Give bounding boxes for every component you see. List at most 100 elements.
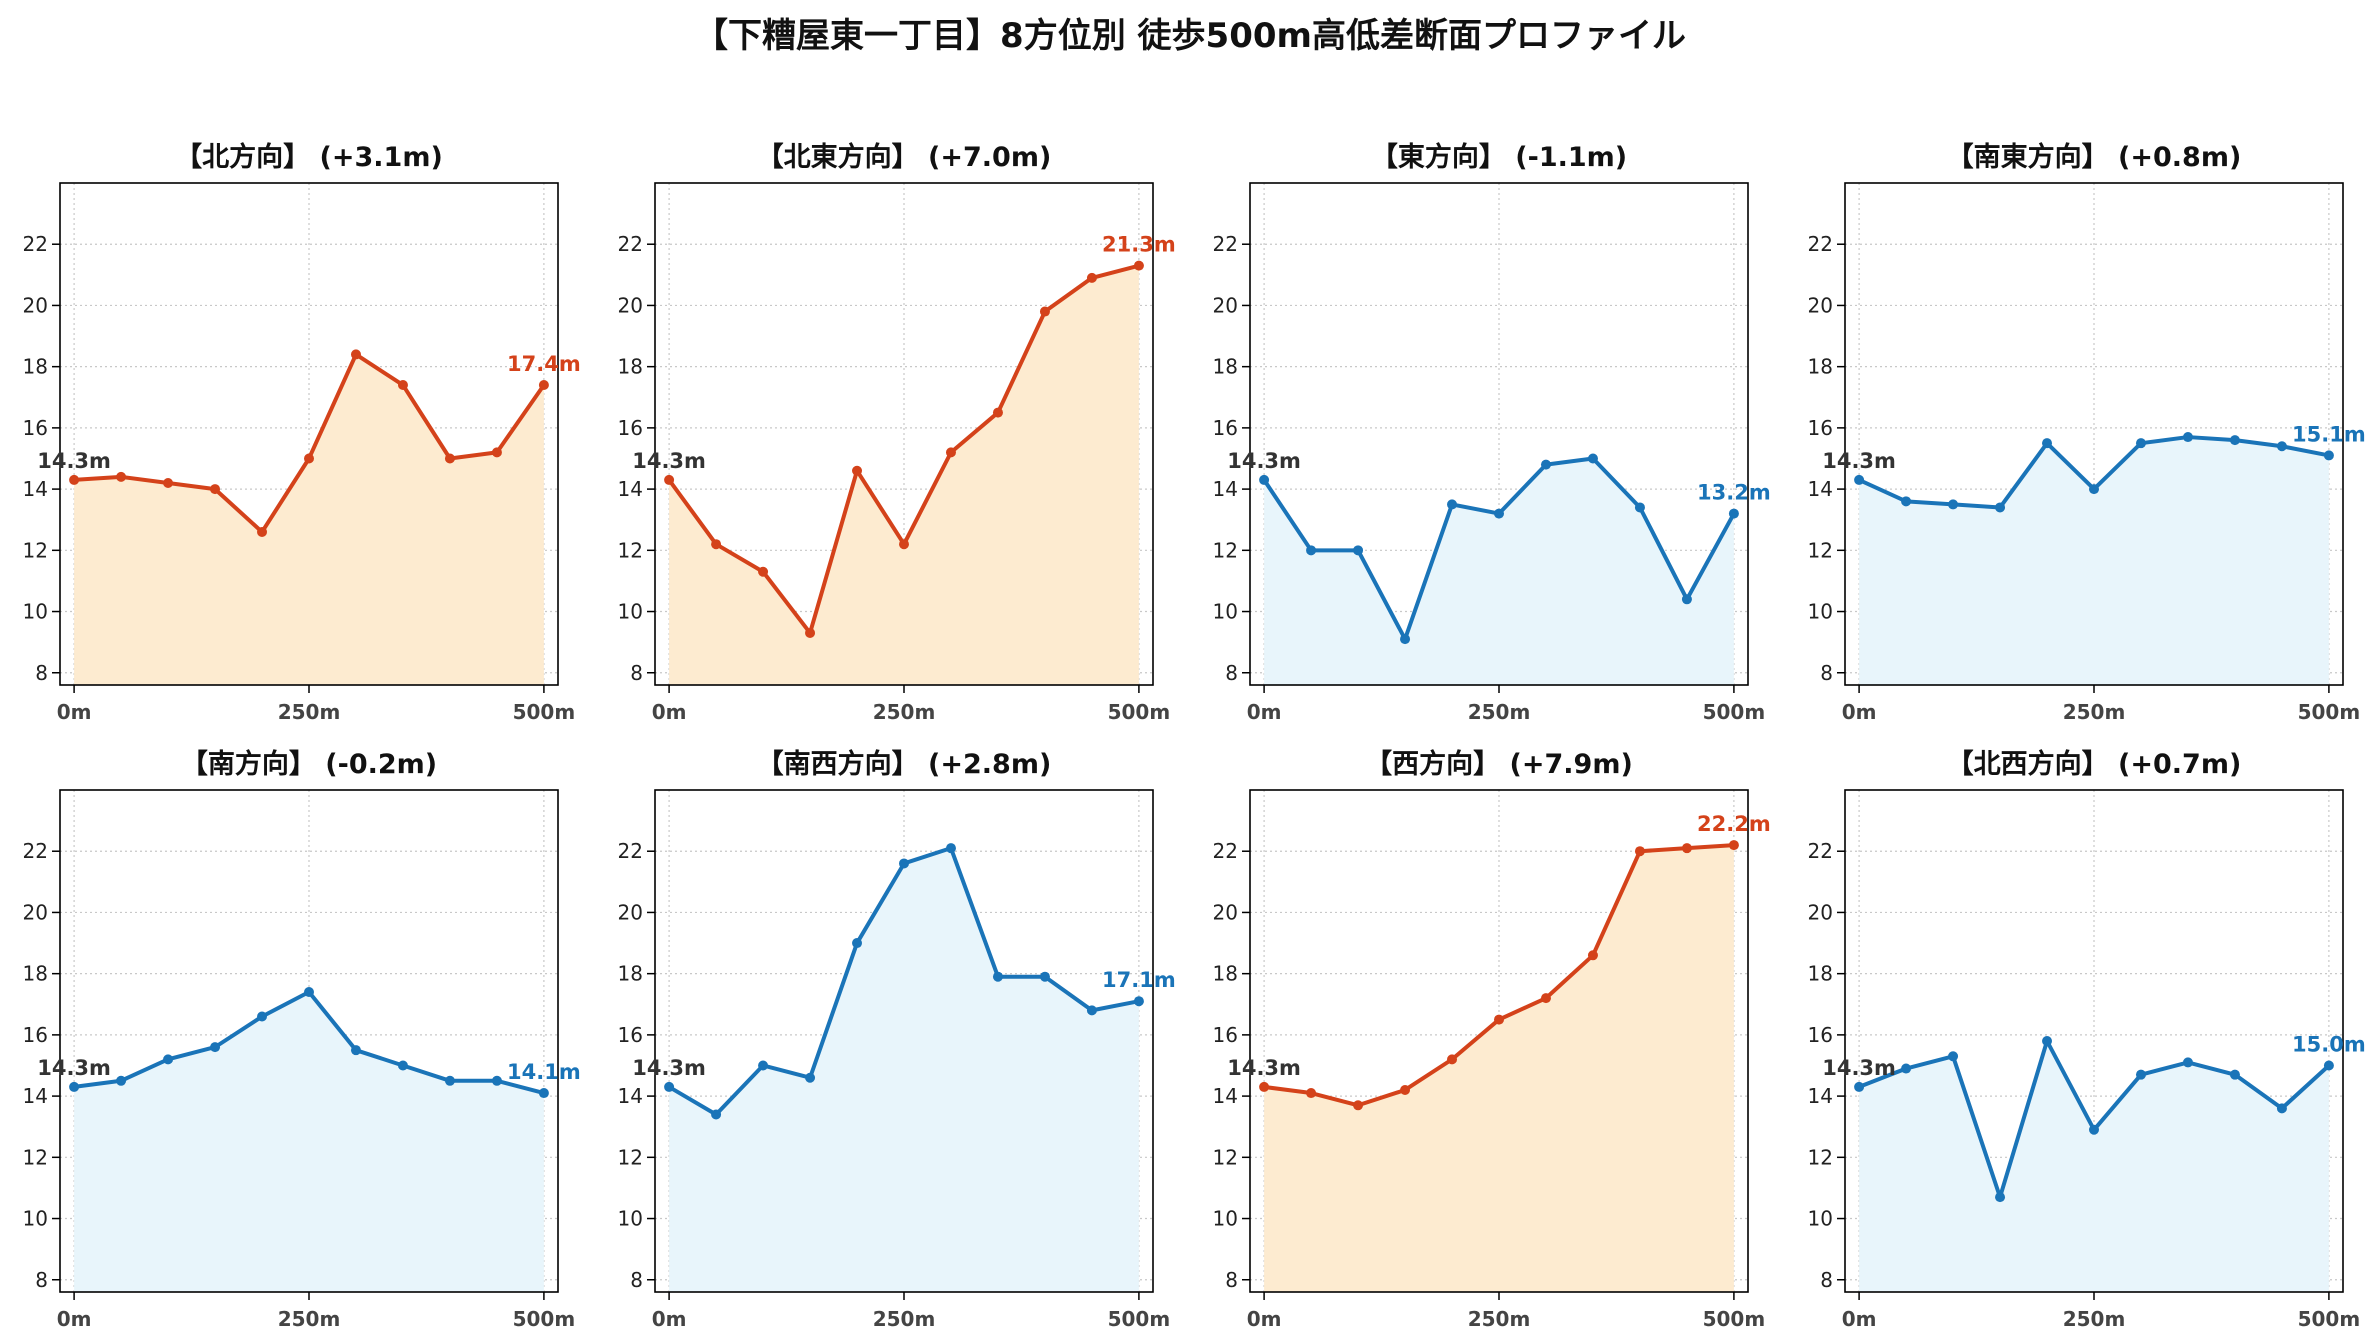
- y-tick-label: 14: [1808, 477, 1833, 501]
- data-point: [1133, 996, 1144, 1007]
- y-tick-label: 10: [23, 1207, 48, 1231]
- data-point: [992, 971, 1003, 982]
- x-tick-label: 500m: [1108, 700, 1171, 724]
- x-tick-label: 0m: [57, 700, 92, 724]
- end-elevation-label: 17.4m: [507, 352, 581, 376]
- y-tick-label: 14: [1213, 1084, 1238, 1108]
- data-point: [1039, 306, 1050, 317]
- y-tick-label: 16: [1213, 1023, 1238, 1047]
- y-tick-label: 10: [1808, 1207, 1833, 1231]
- y-tick-label: 8: [1820, 661, 1833, 685]
- data-point: [1634, 502, 1645, 513]
- data-point: [2276, 1103, 2287, 1114]
- elevation-area: [74, 992, 544, 1292]
- start-elevation-label: 14.3m: [37, 449, 111, 473]
- y-tick-label: 16: [23, 416, 48, 440]
- data-point: [2323, 1060, 2334, 1071]
- elevation-area: [74, 354, 544, 685]
- end-elevation-label: 22.2m: [1697, 812, 1771, 836]
- data-point: [69, 474, 80, 485]
- y-tick-label: 14: [1213, 477, 1238, 501]
- y-tick-label: 22: [618, 839, 643, 863]
- data-point: [1728, 840, 1739, 851]
- y-tick-label: 10: [1213, 600, 1238, 624]
- y-tick-label: 22: [1213, 839, 1238, 863]
- x-tick-label: 0m: [652, 700, 687, 724]
- data-point: [163, 1054, 174, 1065]
- y-tick-label: 16: [618, 416, 643, 440]
- x-tick-label: 250m: [278, 1307, 341, 1331]
- x-tick-label: 500m: [1703, 700, 1766, 724]
- y-tick-label: 12: [23, 1145, 48, 1169]
- start-elevation-label: 14.3m: [37, 1056, 111, 1080]
- data-point: [304, 987, 314, 998]
- data-point: [1086, 1005, 1097, 1016]
- direction-chart-6: 8 10 12 14 16 18 20 22 0m 250m 500m 【南西方向】 (+2.8m) 1…: [618, 748, 1176, 1331]
- elevation-area: [1859, 1041, 2329, 1292]
- x-tick-label: 500m: [2298, 1307, 2361, 1331]
- data-point: [1587, 453, 1598, 464]
- data-point: [1901, 496, 1912, 507]
- data-point: [2229, 1069, 2240, 1080]
- subplot-title: 【西方向】 (+7.9m): [1365, 748, 1633, 780]
- direction-chart-3: 8 10 12 14 16 18 20 22 0m 250m 500m 【東方向】 (-1.1m) 14…: [1213, 141, 1771, 724]
- y-tick-label: 18: [1808, 355, 1833, 379]
- x-tick-label: 0m: [57, 1307, 92, 1331]
- x-tick-label: 250m: [2063, 700, 2126, 724]
- y-tick-label: 22: [1808, 232, 1833, 256]
- data-point: [758, 566, 769, 577]
- data-point: [1995, 1192, 2006, 1203]
- data-point: [1353, 545, 1364, 556]
- elevation-area: [1264, 845, 1734, 1292]
- data-point: [538, 1088, 549, 1099]
- y-tick-label: 10: [23, 600, 48, 624]
- y-tick-label: 22: [23, 839, 48, 863]
- direction-chart-4: 8 10 12 14 16 18 20 22 0m 250m 500m 【南東方向】 (+0.8m) 1…: [1808, 141, 2366, 724]
- y-tick-label: 22: [23, 232, 48, 256]
- end-elevation-label: 15.1m: [2292, 422, 2366, 446]
- data-point: [1259, 1081, 1270, 1092]
- data-point: [852, 465, 863, 476]
- y-tick-label: 14: [23, 477, 48, 501]
- y-tick-label: 18: [1808, 962, 1833, 986]
- y-tick-label: 14: [23, 1084, 48, 1108]
- data-point: [163, 477, 174, 488]
- data-point: [1306, 1088, 1317, 1099]
- y-tick-label: 20: [23, 900, 48, 924]
- y-tick-label: 20: [1213, 900, 1238, 924]
- y-tick-label: 22: [1808, 839, 1833, 863]
- x-tick-label: 0m: [1842, 700, 1877, 724]
- y-tick-label: 14: [618, 477, 643, 501]
- y-tick-label: 20: [1808, 293, 1833, 317]
- subplot-title: 【北東方向】 (+7.0m): [757, 141, 1052, 173]
- elevation-area: [669, 848, 1139, 1292]
- data-point: [945, 447, 956, 458]
- end-elevation-label: 15.0m: [2292, 1032, 2366, 1056]
- end-elevation-label: 17.1m: [1102, 968, 1176, 992]
- y-tick-label: 18: [23, 355, 48, 379]
- data-point: [2229, 435, 2240, 446]
- data-point: [711, 1109, 722, 1120]
- data-point: [1948, 1051, 1959, 1062]
- y-tick-label: 16: [1213, 416, 1238, 440]
- data-point: [2182, 432, 2193, 443]
- data-point: [2089, 484, 2099, 495]
- data-point: [1948, 499, 1959, 510]
- data-point: [2042, 1036, 2053, 1046]
- data-point: [1447, 1054, 1458, 1065]
- data-point: [397, 1060, 408, 1071]
- y-tick-label: 8: [1820, 1268, 1833, 1292]
- y-tick-label: 12: [1808, 1145, 1833, 1169]
- direction-chart-1: 8 10 12 14 16 18 20 22 0m 250m 500m 【北方向】 (+3.1m) 14…: [23, 141, 581, 724]
- x-tick-label: 250m: [873, 1307, 936, 1331]
- y-tick-label: 8: [630, 661, 643, 685]
- start-elevation-label: 14.3m: [632, 1056, 706, 1080]
- x-tick-label: 0m: [1247, 1307, 1282, 1331]
- y-tick-label: 10: [1808, 600, 1833, 624]
- data-point: [2089, 1124, 2099, 1135]
- data-point: [491, 1075, 502, 1086]
- x-tick-label: 500m: [513, 700, 576, 724]
- x-tick-label: 0m: [1842, 1307, 1877, 1331]
- data-point: [1540, 459, 1551, 470]
- y-tick-label: 14: [618, 1084, 643, 1108]
